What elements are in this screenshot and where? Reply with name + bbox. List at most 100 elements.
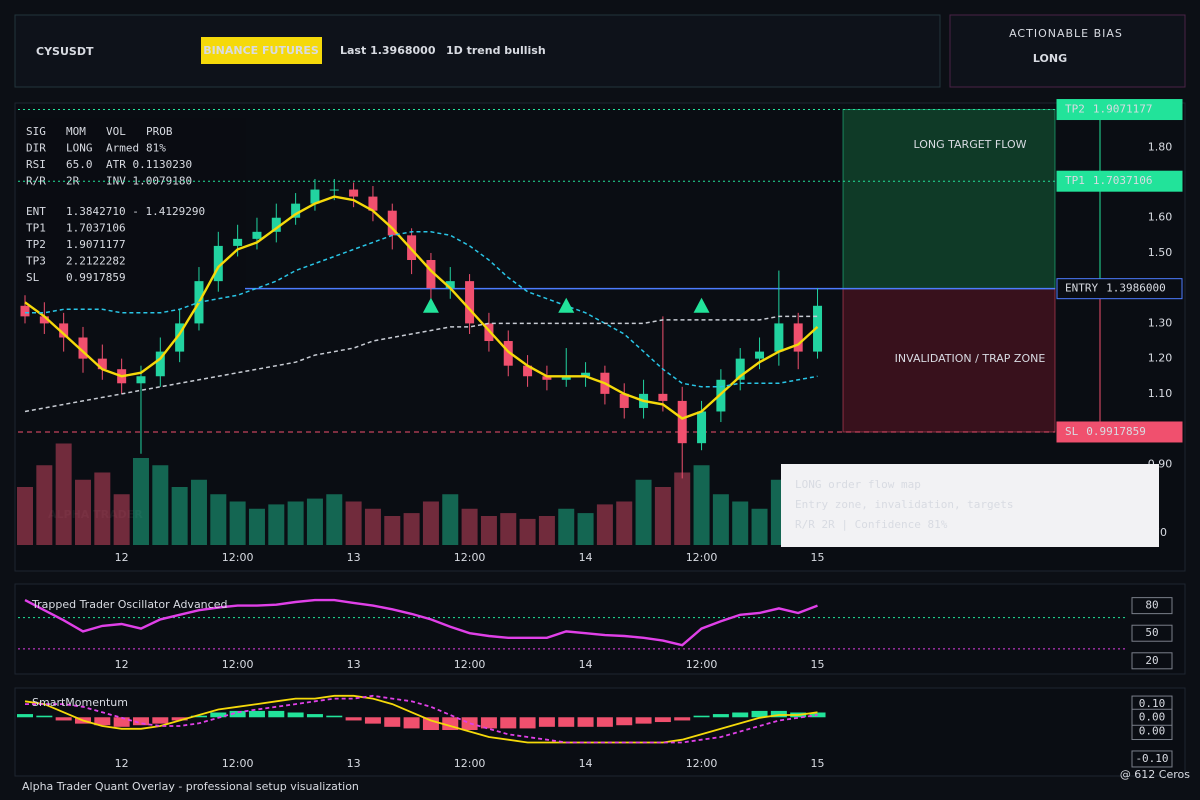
y-tick-label: 0.00: [1139, 725, 1166, 738]
level-label: SL 0.9917859: [1065, 425, 1146, 438]
volume-bar: [461, 508, 478, 545]
info-cell: 65.0: [66, 158, 93, 171]
histogram-bar: [558, 717, 575, 727]
panel-title: Trapped Trader Oscillator Advanced: [31, 598, 227, 611]
x-tick-label: 12:00: [222, 757, 254, 770]
info-cell: TP3: [26, 255, 46, 268]
chart-layer: SIG MOM VOL PROB DIR LONG Armed 81% RSI 65.0 ATR 0…: [17, 99, 1183, 770]
info-cell: R/R: [26, 175, 46, 188]
volume-bar: [229, 501, 246, 545]
x-tick-label: 13: [347, 551, 361, 564]
y-tick-label: 20: [1145, 654, 1158, 667]
candle-body: [78, 337, 88, 359]
credit: @ 612 Ceros: [1120, 768, 1190, 781]
y-tick-label: 0.10: [1139, 697, 1166, 710]
x-tick-label: 15: [811, 551, 825, 564]
trend: 1D trend bullish: [446, 44, 546, 57]
volume-bar: [693, 465, 710, 545]
zone-label: LONG TARGET FLOW: [914, 138, 1027, 151]
note-line: R/R 2R | Confidence 81%: [795, 518, 948, 531]
histogram-bar: [538, 717, 555, 727]
volume-bar: [326, 494, 343, 545]
footer: Alpha Trader Quant Overlay - professiona…: [22, 780, 359, 793]
x-tick-label: 12:00: [222, 551, 254, 564]
volume-bar: [306, 498, 323, 545]
watermark: ALPHA TRADER: [48, 508, 143, 521]
tick-box: [1131, 708, 1173, 726]
x-tick-label: 14: [579, 551, 593, 564]
info-cell: 0.9917859: [66, 271, 126, 284]
volume-bar: [500, 513, 517, 545]
volume-bar: [152, 465, 169, 545]
candle-body: [310, 189, 320, 204]
bias-title: ACTIONABLE BIAS: [1009, 27, 1123, 40]
candle-body: [136, 376, 146, 384]
histogram-bar: [306, 714, 323, 718]
candle-body: [755, 351, 765, 359]
candle-body: [677, 400, 687, 444]
volume-bar: [36, 465, 53, 545]
candle-body: [619, 393, 629, 408]
info-cell: 1.7037106: [66, 222, 126, 235]
histogram-bar: [732, 712, 749, 718]
histogram-bar: [461, 717, 478, 730]
candle-body: [523, 365, 533, 377]
volume-bar: [74, 479, 91, 545]
histogram-bar: [751, 710, 768, 718]
candle-body: [542, 376, 552, 380]
line: [24, 694, 818, 744]
level-value: 1.3986000: [1106, 282, 1166, 295]
y-tick-label: 1.50: [1148, 246, 1173, 259]
x-tick-label: 12:00: [222, 658, 254, 671]
candle-body: [39, 316, 49, 324]
candle-body: [368, 196, 378, 211]
candle-body: [213, 245, 223, 282]
y-tick-label: 1.60: [1148, 211, 1173, 224]
level-value: 0.9917859: [1086, 425, 1146, 438]
histogram-bar: [268, 710, 285, 718]
histogram-bar: [152, 717, 169, 724]
info-cell: 2.2122282: [66, 255, 126, 268]
level-badge: [1056, 170, 1183, 192]
volume-bar: [558, 508, 575, 545]
candle-body: [59, 323, 69, 338]
level-value: 1.7037106: [1093, 174, 1153, 187]
histogram-bar: [190, 715, 207, 718]
volume-bar: [480, 516, 497, 545]
volume-bar: [635, 479, 652, 545]
x-tick-label: 15: [811, 757, 825, 770]
candle-body: [697, 411, 707, 444]
volume-bar: [94, 472, 111, 545]
candle-body: [233, 238, 243, 246]
histogram-bar: [345, 717, 362, 721]
tick-box: [1131, 652, 1173, 670]
info-cell: Armed: [106, 142, 139, 155]
bias: LONG: [1033, 52, 1067, 65]
volume-bar: [384, 516, 401, 545]
x-tick-label: 12:00: [454, 658, 486, 671]
x-tick-label: 12:00: [686, 658, 718, 671]
candle-body: [774, 323, 784, 352]
volume-bar: [55, 443, 72, 545]
info-cell: ATR 0.1130230: [106, 158, 192, 171]
note-box: [781, 464, 1159, 547]
volume-bar: [403, 513, 420, 545]
histogram-bar: [248, 710, 265, 718]
info-cell: 2R: [66, 175, 80, 188]
histogram-bar: [809, 712, 826, 718]
last-price: Last 1.3968000: [340, 44, 436, 57]
info-cell: LONG: [66, 142, 93, 155]
x-tick-label: 13: [347, 757, 361, 770]
histogram-bar: [480, 717, 497, 729]
histogram-bar: [712, 714, 729, 718]
line: [25, 231, 818, 388]
info-cell: MOM: [66, 125, 86, 138]
x-tick-label: 12:00: [686, 757, 718, 770]
level-name: TP1: [1065, 174, 1085, 187]
level-value: 1.9071177: [1093, 103, 1153, 116]
volume-bar: [616, 501, 633, 545]
momentum-panel: [14, 687, 1186, 777]
invalidation-zone: [842, 288, 1056, 433]
histogram-bar: [326, 715, 343, 718]
